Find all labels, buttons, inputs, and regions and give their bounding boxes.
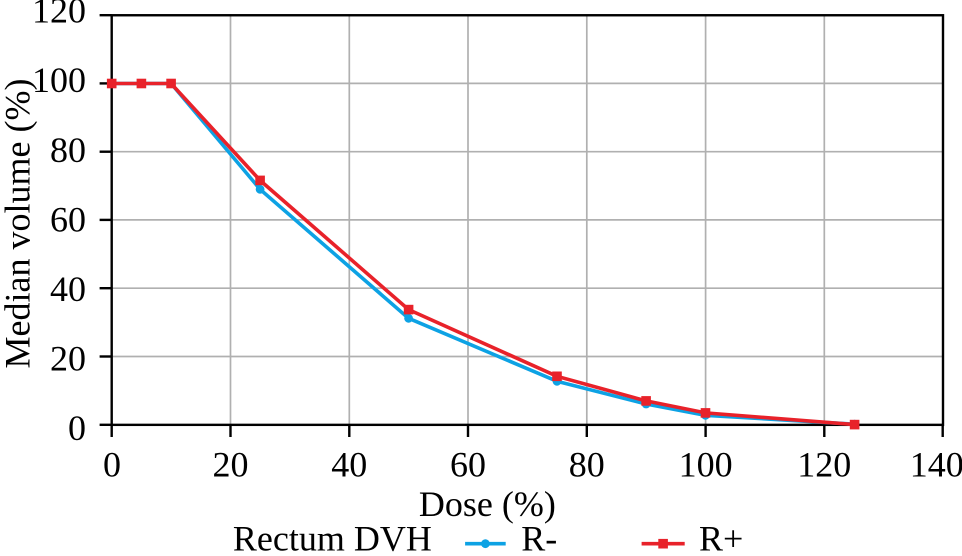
svg-text:120: 120 — [32, 0, 86, 31]
svg-text:100: 100 — [679, 444, 733, 484]
svg-text:R+: R+ — [699, 519, 743, 556]
svg-text:Median volume (%): Median volume (%) — [0, 79, 38, 369]
svg-text:0: 0 — [103, 444, 121, 484]
svg-text:60: 60 — [50, 199, 86, 239]
svg-text:120: 120 — [797, 444, 851, 484]
svg-text:20: 20 — [50, 339, 86, 379]
svg-text:20: 20 — [213, 444, 249, 484]
svg-text:0: 0 — [68, 408, 86, 448]
svg-text:Dose (%): Dose (%) — [419, 484, 556, 524]
svg-text:80: 80 — [569, 444, 605, 484]
svg-text:140: 140 — [910, 444, 962, 484]
svg-text:40: 40 — [50, 269, 86, 309]
svg-text:R-: R- — [521, 519, 557, 556]
svg-text:80: 80 — [50, 130, 86, 170]
svg-text:100: 100 — [32, 60, 86, 100]
svg-text:40: 40 — [331, 444, 367, 484]
svg-text:Rectum DVH: Rectum DVH — [233, 519, 432, 556]
svg-text:60: 60 — [450, 444, 486, 484]
